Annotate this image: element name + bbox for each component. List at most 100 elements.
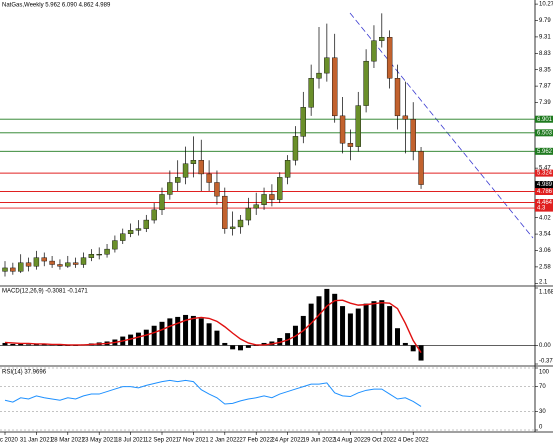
macd-bar bbox=[214, 330, 220, 346]
macd-bar bbox=[395, 328, 400, 346]
candle-body bbox=[65, 262, 71, 267]
macd-bar bbox=[379, 300, 385, 346]
candle-body bbox=[41, 257, 47, 262]
level-label-box bbox=[535, 147, 553, 155]
y-tick-label: 1.1685 bbox=[539, 290, 553, 296]
candle-body bbox=[182, 163, 189, 178]
y-tick-label: 7.87 bbox=[539, 84, 551, 90]
chart-title: NatGas,Weekly 5.962 6.090 4.862 4.989 bbox=[2, 3, 111, 9]
macd-bar bbox=[159, 321, 165, 346]
x-tick-label: 24 Apr 2022 bbox=[271, 438, 304, 444]
candle-body bbox=[222, 195, 228, 229]
trend-line bbox=[349, 12, 534, 239]
level-label: 5.962 bbox=[537, 149, 553, 155]
level-label-box bbox=[535, 169, 553, 177]
macd-bar bbox=[2, 342, 8, 346]
price-label: 4.989 bbox=[537, 182, 553, 188]
x-tick-label: 4 Dec 2022 bbox=[398, 438, 429, 444]
y-tick-label: 0.00 bbox=[539, 343, 551, 349]
candle-body bbox=[57, 264, 63, 267]
macd-bar bbox=[49, 344, 55, 346]
macd-bar bbox=[387, 306, 393, 346]
macd-bar bbox=[57, 345, 63, 346]
candle-body bbox=[347, 142, 354, 147]
x-tick-label: 18 Jul 2021 bbox=[115, 438, 147, 444]
macd-bar bbox=[18, 343, 24, 346]
macd-bar bbox=[167, 318, 173, 346]
macd-title: MACD(12,26,9) -0.3081 -0.1471 bbox=[2, 289, 88, 295]
x-tick-label: 19 Jun 2022 bbox=[302, 438, 336, 444]
candle-body bbox=[72, 262, 79, 265]
candle-body bbox=[324, 57, 330, 74]
candle-body bbox=[127, 230, 134, 234]
macd-bar bbox=[355, 308, 361, 346]
candle-body bbox=[198, 160, 204, 175]
y-tick-label: 4.02 bbox=[539, 215, 551, 221]
x-tick-label: 27 Feb 2022 bbox=[239, 438, 273, 444]
candle-body bbox=[174, 177, 181, 183]
candle-body bbox=[237, 219, 244, 228]
macd-bar bbox=[332, 293, 338, 346]
level-label-box bbox=[535, 188, 553, 196]
candle-body bbox=[10, 267, 16, 272]
y-tick-label: 0 bbox=[539, 425, 543, 431]
macd-bar bbox=[402, 342, 408, 346]
macd-bar bbox=[143, 329, 149, 346]
candle-body bbox=[410, 119, 416, 152]
y-tick-label: 9.31 bbox=[539, 34, 551, 40]
macd-bar bbox=[363, 303, 369, 346]
macd-bar bbox=[371, 301, 377, 346]
candle-body bbox=[96, 254, 102, 256]
level-label-box bbox=[535, 199, 553, 207]
macd-bar bbox=[261, 342, 267, 346]
candle-body bbox=[332, 57, 338, 117]
macd-bar bbox=[277, 338, 283, 346]
level-label: 4.3 bbox=[537, 206, 546, 212]
macd-bar bbox=[175, 316, 181, 346]
candle-body bbox=[88, 254, 95, 258]
macd-bar bbox=[135, 332, 141, 346]
macd-bar bbox=[238, 345, 243, 351]
x-tick-label: 31 Jan 2021 bbox=[20, 438, 54, 444]
level-label: 4.786 bbox=[537, 189, 553, 195]
candle-body bbox=[143, 219, 150, 229]
macd-bar bbox=[324, 288, 330, 346]
candle-body bbox=[300, 107, 306, 137]
signal-line bbox=[4, 299, 422, 354]
candle-body bbox=[371, 40, 377, 62]
macd-bar bbox=[316, 296, 322, 346]
candle-body bbox=[355, 105, 361, 147]
y-tick-label: 7.39 bbox=[539, 100, 551, 106]
x-tick-label: 12 Sep 2021 bbox=[145, 438, 180, 444]
macd-bar bbox=[253, 345, 259, 346]
y-tick-label: 5.47 bbox=[539, 166, 551, 172]
x-tick-label: 7 Nov 2021 bbox=[178, 438, 209, 444]
x-tick-label: 9 Oct 2022 bbox=[367, 438, 397, 444]
candle-body bbox=[292, 136, 299, 161]
candle-body bbox=[25, 262, 32, 267]
macd-bar bbox=[183, 314, 189, 346]
candle-body bbox=[402, 115, 409, 120]
macd-bar bbox=[26, 344, 32, 346]
candle-body bbox=[2, 267, 8, 272]
candle-body bbox=[120, 233, 126, 241]
candle-body bbox=[229, 226, 236, 229]
y-tick-label: 3.54 bbox=[539, 232, 551, 238]
candle-body bbox=[308, 78, 314, 108]
macd-bar bbox=[230, 345, 236, 350]
y-tick-label: 3.06 bbox=[539, 248, 551, 254]
level-label-box bbox=[535, 129, 553, 137]
candle-body bbox=[214, 182, 220, 197]
x-tick-label: 23 May 2021 bbox=[82, 438, 117, 444]
y-tick-label: 9.79 bbox=[539, 18, 551, 24]
macd-bar bbox=[245, 345, 251, 348]
candle-body bbox=[159, 194, 165, 211]
candle-body bbox=[33, 257, 40, 267]
macd-bar bbox=[198, 318, 204, 346]
level-label-box bbox=[535, 204, 553, 212]
x-tick-label: 28 Mar 2021 bbox=[51, 438, 85, 444]
y-tick-label: 8.83 bbox=[539, 51, 551, 57]
candle-body bbox=[269, 194, 275, 200]
